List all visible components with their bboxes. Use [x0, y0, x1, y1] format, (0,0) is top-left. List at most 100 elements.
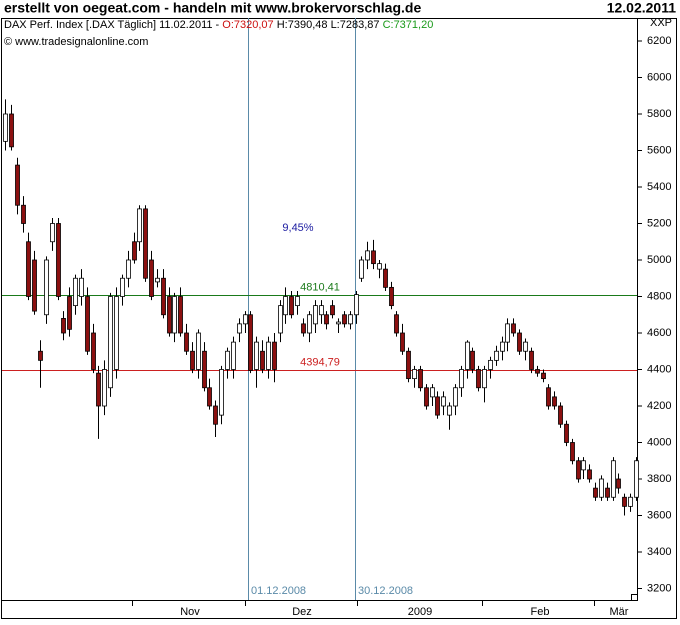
candle-body — [564, 423, 569, 443]
candle-body — [3, 113, 8, 142]
info-close: C:7371,20 — [383, 19, 434, 31]
info-line: DAX Perf. Index [.DAX Täglich] 11.02.201… — [4, 19, 433, 31]
candle-body — [394, 314, 399, 334]
candle-body — [558, 405, 563, 425]
y-tick-label: 4800 — [647, 290, 671, 302]
candle-body — [552, 396, 557, 407]
candle-body — [628, 496, 633, 507]
x-tick-label: Feb — [531, 606, 550, 618]
y-tick-label: 5200 — [647, 217, 671, 229]
candle-body — [523, 341, 528, 352]
candle-body — [289, 296, 294, 316]
candle-body — [237, 323, 242, 334]
candle-body — [383, 268, 388, 288]
candle-body — [126, 259, 131, 279]
candle-body — [324, 314, 329, 325]
candle-body — [243, 314, 248, 325]
y-tick-label: 3400 — [647, 546, 671, 558]
y-tick-label: 4400 — [647, 363, 671, 375]
candle-body — [511, 323, 516, 334]
candle-body — [482, 369, 487, 389]
y-tick-label: 6000 — [647, 71, 671, 83]
candle-body — [453, 387, 458, 407]
candle-body — [546, 387, 551, 407]
candle-body — [225, 350, 230, 370]
candle-body — [301, 323, 306, 334]
candle-body — [283, 296, 288, 316]
candle-body — [137, 208, 142, 243]
candle-body — [313, 305, 318, 325]
candle-body — [517, 332, 522, 352]
candle-body — [412, 369, 417, 380]
candle-body — [85, 296, 90, 352]
candle-body — [634, 460, 639, 498]
candle-body — [202, 350, 207, 389]
info-low: L:7283,87 — [331, 19, 380, 31]
x-tick-label: 2009 — [408, 606, 432, 618]
candle-body — [342, 314, 347, 325]
candle-body — [599, 478, 604, 498]
candle-body — [190, 350, 195, 370]
candle-body — [622, 496, 627, 507]
candle-body — [196, 332, 201, 370]
candle-body — [576, 460, 581, 480]
candle-body — [476, 369, 481, 389]
axis-label: XXP — [650, 17, 672, 29]
candle-body — [73, 277, 78, 307]
candle-body — [260, 350, 265, 370]
candle-body — [529, 350, 534, 370]
date-label: 30.12.2008 — [358, 585, 413, 597]
candle-body — [155, 277, 160, 283]
y-tick-label: 3800 — [647, 473, 671, 485]
y-tick-label: 6200 — [647, 35, 671, 47]
candle-body — [143, 208, 148, 279]
info-open: O:7320,07 — [222, 19, 273, 31]
candle-body — [430, 387, 435, 398]
y-tick-label: 4200 — [647, 400, 671, 412]
candle-body — [38, 350, 43, 361]
candle-body — [406, 350, 411, 380]
x-tick-label: Dez — [292, 606, 312, 618]
frame — [1, 18, 677, 619]
candle-body — [56, 223, 61, 297]
corner-box — [631, 594, 638, 601]
date-label: 01.12.2008 — [251, 585, 306, 597]
candle-body — [213, 405, 218, 425]
change-label: 9,45% — [282, 222, 313, 234]
candle-body — [161, 277, 166, 316]
candle-body — [488, 359, 493, 370]
candle-body — [295, 296, 300, 307]
info-text: DAX Perf. Index [.DAX Täglich] 11.02.201… — [4, 19, 220, 31]
candle-body — [67, 296, 72, 330]
candle-body — [371, 250, 376, 265]
candle-body — [319, 305, 324, 316]
level-label: 4394,79 — [300, 356, 340, 368]
candle-body — [459, 369, 464, 389]
candle-body — [418, 369, 423, 389]
level-label: 4810,41 — [300, 281, 340, 293]
candle-body — [266, 341, 271, 370]
candle-body — [108, 296, 113, 389]
y-tick-label: 3200 — [647, 582, 671, 594]
candle-body — [172, 296, 177, 334]
candle-body — [465, 341, 470, 370]
candle-body — [32, 259, 37, 312]
candle-body — [377, 263, 382, 270]
x-tick-label: Nov — [180, 606, 200, 618]
candle-body — [505, 323, 510, 343]
candle-body — [307, 314, 312, 334]
copyright: © www.tradesignalonline.com — [4, 36, 148, 48]
candle-body — [15, 164, 20, 206]
candle-body — [348, 314, 353, 325]
candle-body — [500, 341, 505, 352]
candle-body — [114, 296, 119, 370]
header-date: 12.02.2011 — [607, 0, 677, 16]
candle-body — [435, 396, 440, 416]
y-tick-label: 3600 — [647, 509, 671, 521]
candle-body — [102, 369, 107, 407]
candle-body — [79, 277, 84, 297]
candle-body — [178, 296, 183, 334]
candle-body — [96, 372, 101, 407]
y-tick-label: 5000 — [647, 254, 671, 266]
